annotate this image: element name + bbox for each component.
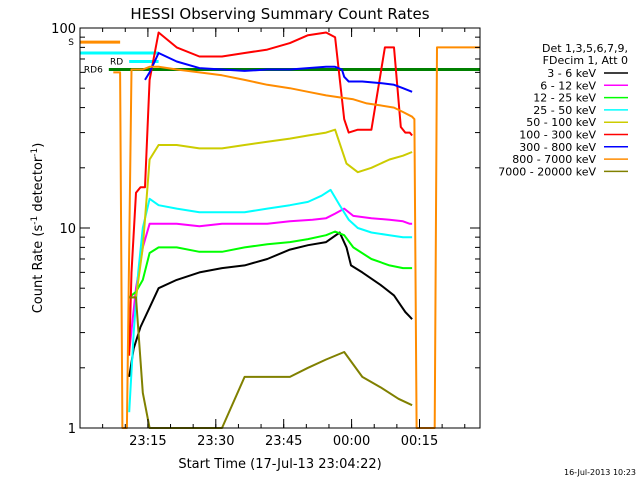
legend-label-5: 100 - 300 keV	[519, 129, 596, 142]
legend-label-1: 6 - 12 keV	[540, 79, 596, 92]
legend-header-line-2: FDecim 1, Att 0	[543, 54, 628, 67]
series-line-7	[113, 46, 480, 429]
y-axis-label: Count Rate (s-1 detector-1)	[30, 143, 46, 314]
timestamp: 16-Jul-2013 10:23	[564, 468, 636, 477]
chart-title: HESSI Observing Summary Count Rates	[130, 5, 429, 23]
y-tick-label-1: 10	[59, 222, 76, 237]
plot-frame	[79, 27, 481, 429]
flag-bar-label-2: RD	[110, 57, 123, 67]
plot-series	[113, 31, 480, 429]
y-axis-label-tail: detector	[31, 156, 46, 216]
legend-label-7: 800 - 7000 keV	[512, 153, 596, 166]
legend-label-3: 25 - 50 keV	[533, 104, 596, 117]
x-axis-label: Start Time (17-Jul-13 23:04:22)	[178, 457, 381, 472]
y-axis-label-sup2: -1	[30, 148, 40, 157]
legend-label-2: 12 - 25 keV	[533, 92, 596, 105]
legend-label-4: 50 - 100 keV	[526, 116, 596, 129]
series-line-2	[128, 230, 413, 299]
plot-axes: 23:15 23:30 23:45 00:00 00:15 1 10 100	[51, 22, 481, 449]
y-tick-label-0: 1	[68, 422, 76, 437]
legend-label-0: 3 - 6 keV	[547, 67, 596, 80]
series-line-1	[128, 207, 413, 353]
y-axis-label-sup: -1	[30, 216, 40, 225]
flag-bar-label-3: RD6	[84, 66, 103, 76]
legend-label-8: 7000 - 20000 keV	[498, 165, 596, 178]
series-line-4	[129, 128, 413, 299]
series-line-8	[129, 296, 413, 429]
y-tick-label-2: 100	[51, 22, 76, 37]
x-tick-label-4: 00:15	[401, 434, 438, 449]
x-tick-label-2: 23:45	[265, 434, 302, 449]
series-line-6	[144, 52, 413, 93]
series-line-0	[128, 231, 413, 378]
y-axis-label-end: )	[31, 143, 46, 148]
series-line-5	[128, 31, 413, 356]
legend-header-line-1: Det 1,3,5,6,7,9,	[542, 42, 628, 55]
x-tick-label-0: 23:15	[129, 434, 166, 449]
x-tick-label-3: 00:00	[333, 434, 370, 449]
flag-bar-label-0: S	[68, 38, 74, 48]
x-tick-label-1: 23:30	[197, 434, 234, 449]
legend-label-6: 300 - 800 keV	[519, 141, 596, 154]
y-axis-label-main: Count Rate (s	[31, 225, 46, 314]
legend: Det 1,3,5,6,7,9, FDecim 1, Att 0 3 - 6 k…	[498, 42, 628, 178]
